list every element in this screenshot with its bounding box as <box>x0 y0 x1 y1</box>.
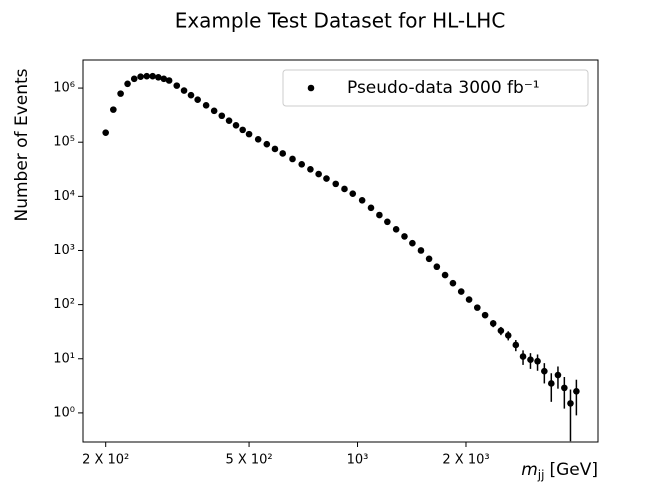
data-point <box>409 239 416 247</box>
data-point <box>180 87 188 94</box>
data-point <box>194 96 201 103</box>
data-point <box>202 102 210 109</box>
x-label-symbol: m <box>521 460 538 480</box>
x-tick-label: 2 X 10² <box>82 453 129 468</box>
data-point <box>137 73 144 81</box>
data-point <box>534 357 541 365</box>
legend-marker <box>307 84 315 92</box>
data-point <box>384 218 391 226</box>
y-tick-label: 10⁴ <box>53 189 75 204</box>
data-point <box>504 332 512 339</box>
data-point <box>332 180 340 188</box>
data-point <box>225 117 233 124</box>
data-point <box>473 304 481 311</box>
data-point <box>433 263 441 271</box>
data-point <box>449 279 457 287</box>
data-point <box>289 155 296 163</box>
plot-frame <box>82 59 599 443</box>
data-point <box>561 384 568 392</box>
data-point <box>110 106 117 113</box>
data-point <box>263 140 271 148</box>
data-point <box>245 130 253 138</box>
data-point <box>298 161 306 168</box>
data-point <box>218 112 226 120</box>
y-tick-label: 10⁵ <box>53 135 75 150</box>
data-point <box>239 126 246 134</box>
y-axis-label: Number of Events <box>12 68 32 221</box>
data-point <box>130 75 138 83</box>
x-tick-label: 5 X 10² <box>225 453 272 468</box>
data-point <box>527 356 534 364</box>
data-point <box>541 367 548 375</box>
data-point <box>457 288 465 295</box>
x-label-subscript: jj <box>537 468 545 482</box>
data-point <box>401 233 408 240</box>
data-point <box>512 341 520 349</box>
data-point <box>271 145 279 153</box>
legend-box <box>282 69 589 107</box>
data-point <box>358 197 366 204</box>
data-point <box>481 311 489 319</box>
data-point <box>323 175 330 182</box>
data-point <box>173 82 181 89</box>
data-point <box>210 107 218 115</box>
x-axis-label: mjj [GeV] <box>521 460 598 482</box>
y-tick-label: 10³ <box>53 243 75 258</box>
data-point <box>367 204 375 212</box>
data-point <box>155 74 162 81</box>
data-point <box>143 72 151 80</box>
data-point <box>232 122 240 129</box>
data-point <box>425 255 433 263</box>
data-point <box>124 80 131 88</box>
data-point <box>349 190 357 197</box>
data-point <box>307 165 314 173</box>
chart-title: Example Test Dataset for HL-LHC <box>175 9 506 33</box>
data-point <box>497 327 505 334</box>
data-point <box>187 91 195 99</box>
data-point <box>376 211 383 219</box>
data-point <box>254 136 262 143</box>
data-point <box>441 271 449 279</box>
data-point <box>567 400 574 407</box>
data-point <box>315 170 322 178</box>
data-point <box>341 185 348 193</box>
data-point <box>279 150 287 157</box>
x-label-unit: [GeV] <box>549 460 598 480</box>
data-point <box>117 90 124 97</box>
y-tick-label: 10¹ <box>53 351 75 366</box>
data-point <box>160 75 168 83</box>
data-point <box>573 388 580 395</box>
x-tick-label: 2 X 10³ <box>442 453 489 468</box>
data-point <box>489 320 497 327</box>
data-point <box>417 247 425 254</box>
plot-marks <box>102 72 580 442</box>
data-point <box>547 380 555 387</box>
legend-label: Pseudo-data 3000 fb⁻¹ <box>347 78 540 98</box>
data-point <box>149 72 156 80</box>
data-point <box>554 371 562 379</box>
data-point <box>519 353 527 360</box>
data-point <box>102 129 109 136</box>
data-point <box>465 296 473 303</box>
y-tick-label: 10⁶ <box>53 81 75 96</box>
data-point <box>165 77 173 84</box>
y-tick-label: 10² <box>53 297 75 312</box>
data-point <box>392 226 400 233</box>
y-tick-label: 10⁰ <box>53 405 75 420</box>
x-tick-label: 10³ <box>347 453 369 468</box>
